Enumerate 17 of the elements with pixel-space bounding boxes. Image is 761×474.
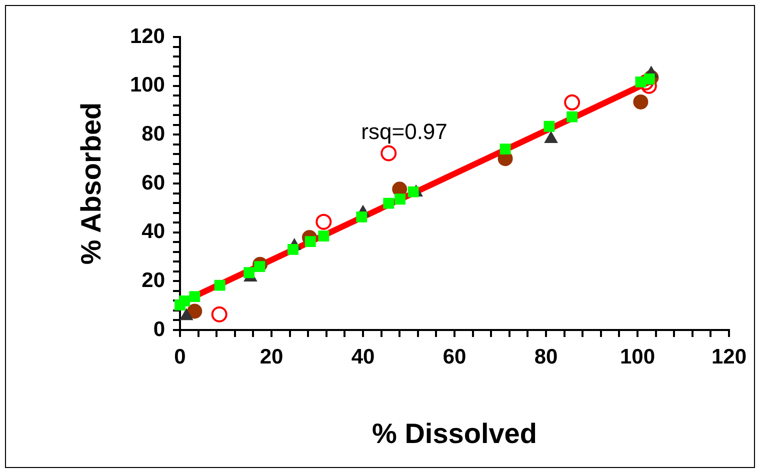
x-tick-label: 60 [442,345,466,368]
y-tick-label: 60 [142,171,165,194]
x-tick-label: 40 [351,345,375,368]
y-tick-label: 120 [130,24,165,48]
x-tick-label: 80 [534,345,558,368]
x-tick-label: 120 [711,345,747,368]
y-tick-label: 100 [130,74,165,97]
y-tick-label: 80 [142,122,165,146]
x-tick-label: 0 [174,345,186,368]
y-tick-label: 40 [142,220,165,244]
y-axis-title: % Absorbed [76,102,107,265]
annotation: rsq=0.97 [361,119,448,144]
x-tick-label: 20 [260,345,284,368]
x-tick-label: 100 [620,345,656,368]
y-tick-label: 0 [153,318,165,341]
x-axis-title: % Dissolved [372,418,537,449]
y-tick-label: 20 [142,268,165,292]
